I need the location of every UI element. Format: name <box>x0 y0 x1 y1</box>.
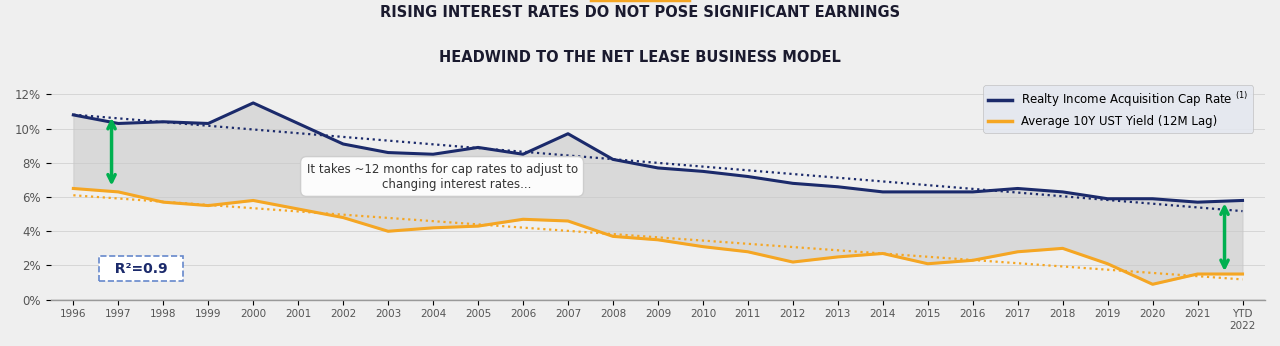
Text: R²=0.9: R²=0.9 <box>105 262 177 276</box>
Text: HEADWIND TO THE NET LEASE BUSINESS MODEL: HEADWIND TO THE NET LEASE BUSINESS MODEL <box>439 50 841 65</box>
Legend: Realty Income Acquisition Cap Rate $^{(1)}$, Average 10Y UST Yield (12M Lag): Realty Income Acquisition Cap Rate $^{(1… <box>983 85 1253 133</box>
Text: RISING INTEREST RATES DO NOT POSE SIGNIFICANT EARNINGS: RISING INTEREST RATES DO NOT POSE SIGNIF… <box>380 5 900 20</box>
Text: It takes ~12 months for cap rates to adjust to
        changing interest rates..: It takes ~12 months for cap rates to adj… <box>306 163 577 191</box>
